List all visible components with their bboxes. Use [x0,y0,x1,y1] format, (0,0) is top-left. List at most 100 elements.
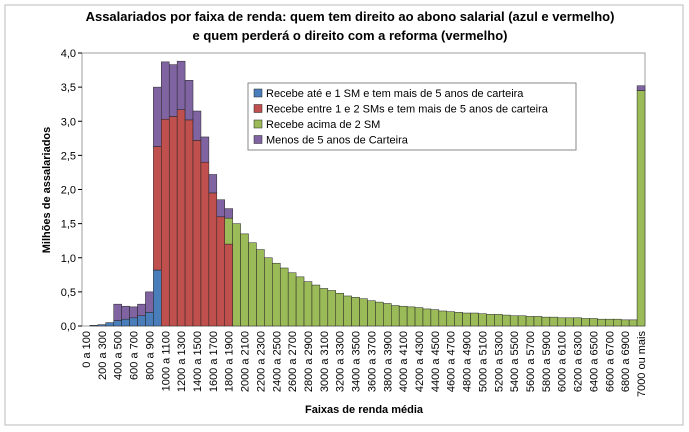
bar-segment [375,301,384,327]
bar-segment [105,322,114,327]
legend-label: Menos de 5 anos de Carteira [266,135,409,147]
bar-segment [121,318,130,327]
bar-segment [549,316,559,327]
bar-segment [145,312,154,327]
bar-segment [462,312,471,327]
x-tick-label: 4600 a 4700 [446,331,458,392]
x-tick-label: 3200 a 3300 [335,331,347,392]
bar-segment [216,216,225,327]
bar-segment [597,318,606,327]
x-tick-label: 5600 a 5700 [525,331,537,392]
bar-segment [391,305,400,327]
bar-segment [509,315,519,327]
bar-segment [145,291,154,313]
bar-segment [565,317,574,327]
y-tick-label: 1,5 [61,219,76,231]
bar-segment [200,136,210,163]
x-tick-label: 5200 a 5300 [493,331,505,392]
bar-segment [486,314,495,327]
bar-segment [295,276,305,327]
bar-segment [414,307,424,327]
bar-segment [319,288,329,327]
x-tick-label: 5800 a 5900 [541,331,553,392]
bar-segment [359,298,368,327]
bar-segment [137,315,146,327]
bar-segment [573,317,582,327]
x-tick-label: 4400 a 4500 [430,331,442,392]
bar-segment [240,233,249,327]
x-tick-label: 3400 a 3500 [351,331,363,392]
bar-segment [224,243,233,327]
bar-segment [113,320,122,327]
bar-segment [494,314,503,327]
bar-segment [541,316,551,327]
chart-title: e quem perderá o direito com a reforma (… [193,28,508,43]
bar-segment [168,116,178,327]
y-tick-label: 2,5 [61,150,76,162]
x-tick-label: 200 a 300 [97,331,109,380]
bar-segment [343,295,352,327]
x-tick-label: 4800 a 4900 [462,331,474,392]
bar-segment [589,318,598,327]
x-tick-label: 2600 a 2700 [287,331,299,392]
bar-segment [454,312,463,327]
x-tick-label: 6000 a 6100 [557,331,569,392]
bar-segment [628,319,638,327]
bar-segment [192,110,202,141]
bar-segment [216,199,225,218]
bar-segment [620,319,630,327]
legend-box [247,82,577,151]
bar-segment [383,303,392,327]
legend-swatch [253,88,263,98]
bar-segment [367,300,376,327]
bar-segment [327,290,336,327]
x-tick-label: 3800 a 3900 [382,331,394,392]
y-tick-label: 4,0 [61,48,76,60]
bar-segment [351,297,360,327]
bar-segment [153,146,162,271]
bar-segment [581,318,590,327]
bar-segment [264,257,273,327]
legend-swatch [253,135,263,144]
y-tick-label: 3,0 [61,116,76,128]
bar-segment [311,284,321,327]
bar-segment [422,308,432,327]
bar-segment [613,318,622,327]
bar-segment [335,292,344,327]
y-axis-title: Milhões de assalariados [41,127,53,254]
bar-segment [208,174,218,194]
x-tick-label: 1400 a 1500 [192,331,204,392]
bar-segment [113,303,122,321]
x-tick-label: 5000 a 5100 [477,331,489,392]
chart-title: Assalariados por faixa de renda: quem te… [86,9,615,24]
x-tick-label: 400 a 500 [113,331,125,380]
bar-segment [232,223,241,327]
x-tick-label: 6400 a 6500 [588,331,600,392]
x-axis-title: Faixas de renda média [305,404,424,416]
bar-segment [208,192,218,327]
bar-segment [446,311,455,327]
y-tick-label: 0,0 [61,321,76,333]
bar-segment [184,80,194,121]
bar-segment [97,324,107,327]
bar-segment [176,60,186,110]
bar-segment [303,281,313,327]
legend-swatch [253,104,263,113]
bar-segment [89,325,99,327]
x-tick-label: 0 a 100 [81,331,93,368]
legend-swatch [253,119,263,129]
legend-label: Recebe acima de 2 SM [266,119,380,131]
bar-segment [129,317,138,327]
bar-segment [129,306,138,319]
x-tick-label: 4200 a 4300 [414,331,426,392]
y-tick-label: 2,0 [61,185,76,197]
bar-segment [398,305,408,327]
x-tick-label: 2000 a 2100 [240,331,252,392]
x-tick-label: 1600 a 1700 [208,331,220,392]
bar-segment [557,317,566,327]
x-tick-label: 6200 a 6300 [573,331,585,392]
legend-label: Recebe entre 1 e 2 SMs e tem mais de 5 a… [266,104,549,116]
x-tick-label: 1000 a 1100 [160,331,172,391]
x-tick-label: 1800 a 1900 [224,331,236,392]
bar-segment [161,61,170,120]
